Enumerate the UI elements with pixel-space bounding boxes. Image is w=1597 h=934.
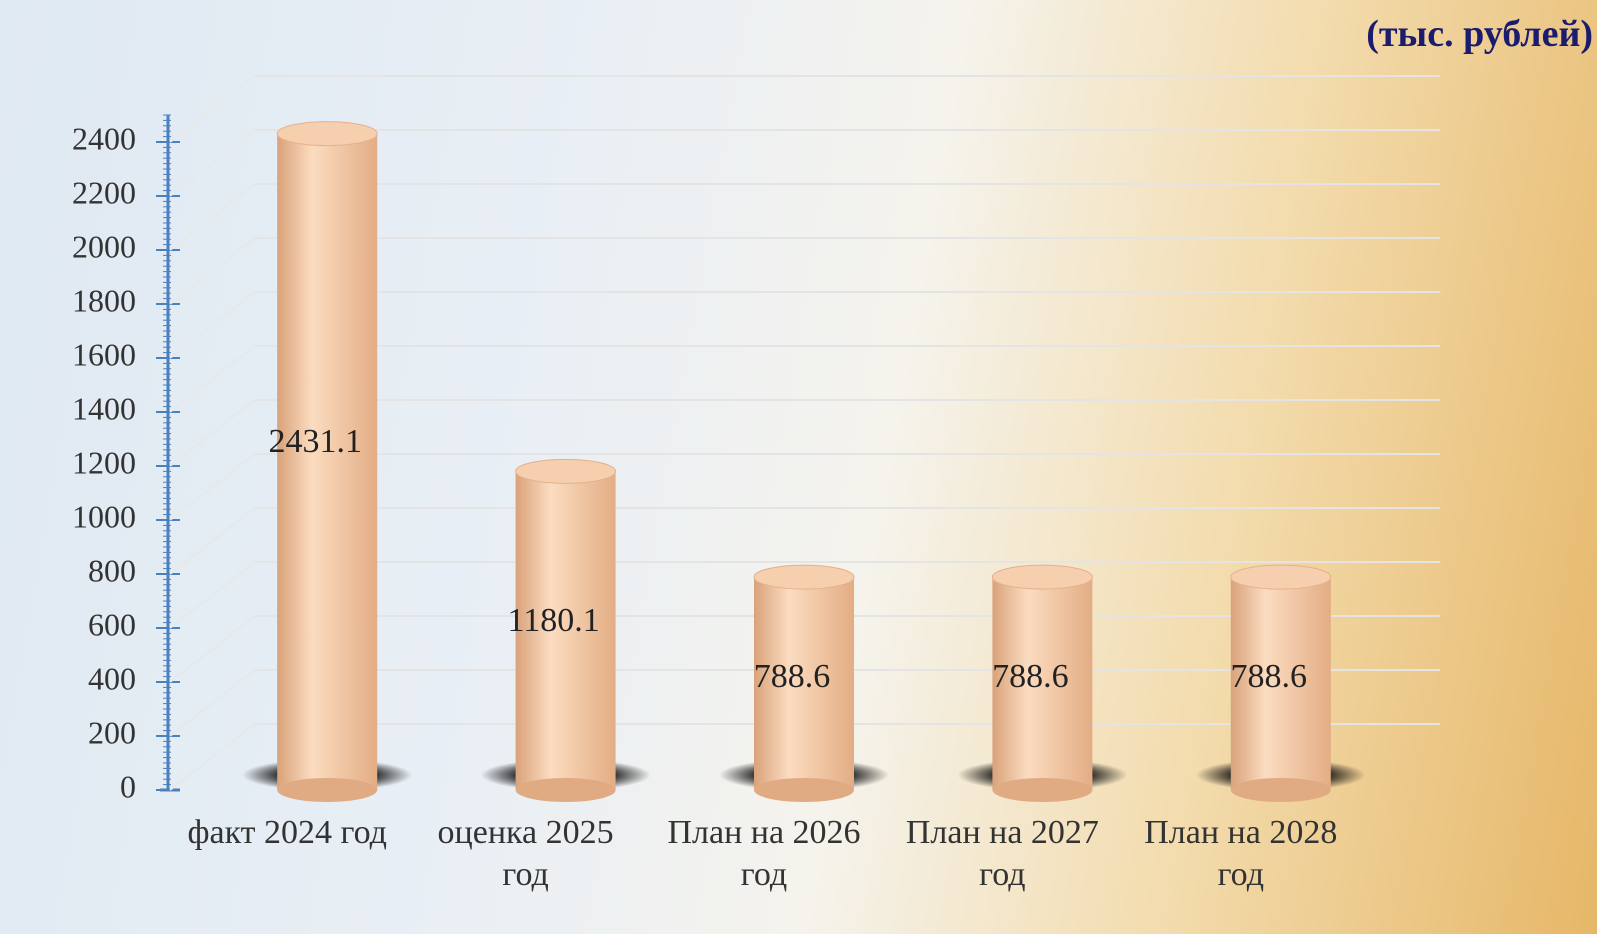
bar (277, 134, 377, 790)
y-tick-label: 200 (88, 714, 136, 750)
chart: 0 200 400 600 800 1000 1200 1400 1600 1800 2000 220… (0, 0, 1597, 934)
bar-top (754, 565, 854, 589)
grid-connector (170, 562, 255, 628)
y-tick-label: 0 (120, 768, 136, 804)
data-label: 788.6 (992, 658, 1069, 695)
x-tick-label: План на 2026 год (649, 812, 879, 896)
grid-connector (170, 724, 255, 790)
page: 0 200 400 600 800 1000 1200 1400 1600 1800 2000 220… (0, 0, 1597, 934)
grid-connector (170, 346, 255, 412)
bar-top (1231, 565, 1331, 589)
bar-bottom (516, 778, 616, 802)
grid-connector (170, 616, 255, 682)
y-tick-label: 1600 (72, 336, 136, 372)
grid-connector (170, 238, 255, 304)
grid-connector (170, 454, 255, 520)
data-label: 788.6 (754, 658, 831, 695)
y-tick-label: 2400 (72, 120, 136, 156)
x-tick-label: План на 2027 год (887, 812, 1117, 896)
x-tick-label: факт 2024 год (172, 812, 402, 854)
bar-bottom (277, 778, 377, 802)
grid-connector (170, 508, 255, 574)
grid-connector (170, 76, 255, 142)
data-label: 1180.1 (507, 602, 599, 639)
bar-top (277, 122, 377, 146)
y-tick-label: 2000 (72, 228, 136, 264)
x-tick-label: оценка 2025 год (411, 812, 641, 896)
y-tick-label: 800 (88, 552, 136, 588)
bar-bottom (754, 778, 854, 802)
data-label: 2431.1 (268, 423, 362, 460)
grid-connector (170, 400, 255, 466)
bar-bottom (992, 778, 1092, 802)
y-tick-label: 1400 (72, 390, 136, 426)
x-tick-label: План на 2028 год (1126, 812, 1356, 896)
bar-top (992, 565, 1092, 589)
y-tick-label: 1200 (72, 444, 136, 480)
y-tick-label: 1800 (72, 282, 136, 318)
y-tick-label: 1000 (72, 498, 136, 534)
y-tick-label: 400 (88, 660, 136, 696)
y-tick-label: 600 (88, 606, 136, 642)
bar-bottom (1231, 778, 1331, 802)
grid-connector (170, 184, 255, 250)
grid-connector (170, 670, 255, 736)
bar-top (516, 459, 616, 483)
unit-label: (тыс. рублей) (1366, 12, 1593, 56)
data-label: 788.6 (1231, 658, 1308, 695)
y-tick-label: 2200 (72, 174, 136, 210)
grid-connector (170, 130, 255, 196)
grid-connector (170, 292, 255, 358)
